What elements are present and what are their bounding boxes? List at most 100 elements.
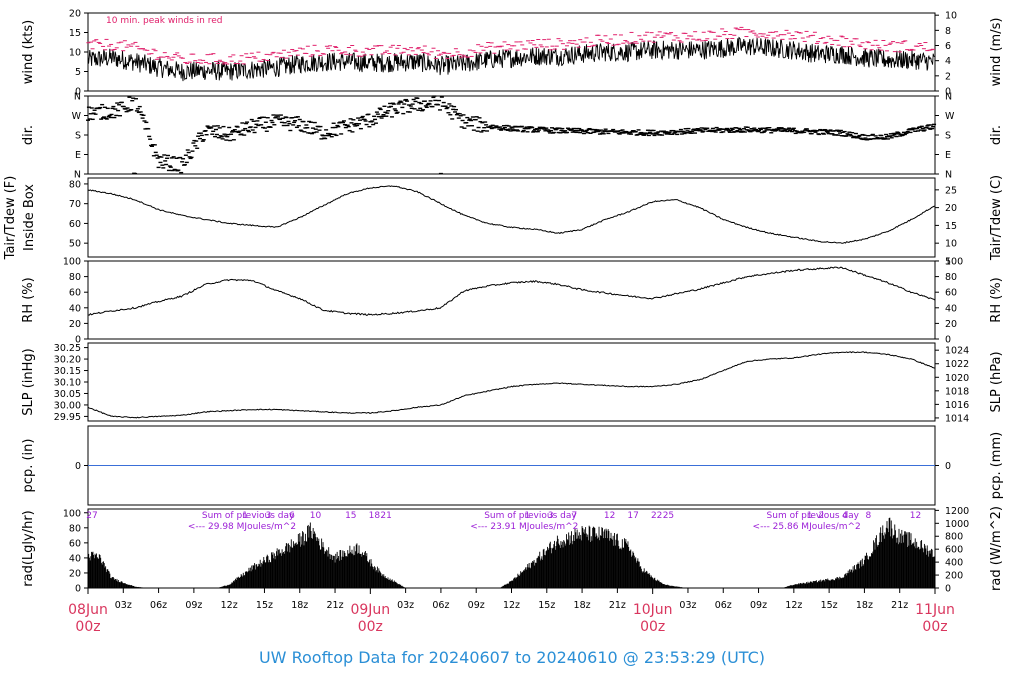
left-tick-label: 30.05 [54, 389, 81, 400]
radiation-hour-mark: 21 [380, 511, 391, 521]
time-tick-label: 09z [185, 600, 202, 611]
left-axis-label: pcp. (in) [21, 439, 36, 493]
right-axis-label: dir. [989, 125, 1004, 145]
time-tick-label: 15z [821, 600, 838, 611]
radiation-sum-value: <--- 29.98 MJoules/m^2 [188, 522, 296, 532]
right-tick-label: 60 [945, 288, 957, 299]
right-tick-label: 0 [945, 87, 951, 98]
peak-wind-annotation: 10 min. peak winds in red [106, 16, 223, 26]
radiation-hour-mark: 4 [842, 511, 848, 521]
radiation-hour-mark: 7 [571, 511, 577, 521]
date-time-label: 00z [922, 619, 947, 635]
right-tick-label: 200 [945, 571, 963, 582]
right-tick-label: 1000 [945, 519, 969, 530]
right-tick-label: 1200 [945, 506, 969, 517]
radiation-sum-label: Sum of previous day [202, 511, 295, 521]
left-tick-label: N [74, 92, 81, 103]
right-tick-label: 100 [945, 257, 963, 268]
left-axis-label-2: Inside Box [22, 184, 37, 251]
time-tick-label: 06z [150, 600, 167, 611]
right-tick-label: 1020 [945, 373, 969, 384]
time-tick-label: 18z [291, 600, 308, 611]
right-tick-label: 20 [945, 319, 957, 330]
left-tick-label: 60 [69, 219, 81, 230]
right-tick-label: 10 [945, 11, 957, 22]
left-tick-label: 0 [75, 335, 81, 346]
radiation-hour-mark: 25 [663, 511, 674, 521]
radiation-sum-value: <--- 25.86 MJoules/m^2 [753, 522, 861, 532]
temperature-line [87, 185, 936, 244]
right-tick-label: N [945, 92, 952, 103]
right-tick-label: 2 [945, 71, 951, 82]
radiation-hour-mark: 1 [242, 511, 248, 521]
left-tick-label: 20 [69, 319, 81, 330]
radiation-hour-mark: 12 [910, 511, 921, 521]
left-tick-label: 100 [63, 257, 81, 268]
radiation-hour-mark: 15 [345, 511, 356, 521]
date-label: 08Jun [68, 602, 108, 618]
time-tick-label: 12z [221, 600, 238, 611]
right-tick-label: 1022 [945, 359, 969, 370]
date-label: 09Jun [350, 602, 390, 618]
right-axis-label: pcp. (mm) [989, 432, 1004, 499]
date-time-label: 00z [358, 619, 383, 635]
right-tick-label: N [945, 170, 952, 181]
right-tick-label: 10 [945, 239, 957, 250]
panel-frame-2 [87, 177, 936, 258]
time-tick-label: 09z [750, 600, 767, 611]
left-tick-label: N [74, 170, 81, 181]
left-tick-label: 40 [69, 553, 81, 564]
time-tick-label: 18z [856, 600, 873, 611]
right-tick-label: 0 [945, 584, 951, 595]
wind-speed-line [87, 36, 935, 82]
left-tick-label: 80 [69, 523, 81, 534]
right-tick-label: 600 [945, 545, 963, 556]
left-tick-label: E [75, 150, 81, 161]
date-label: 10Jun [633, 602, 673, 618]
time-tick-label: 18z [574, 600, 591, 611]
right-tick-label: 1024 [945, 346, 969, 357]
left-tick-label: 29.95 [54, 412, 81, 423]
left-axis-label: dir. [21, 125, 36, 145]
left-axis-label: SLP (inHg) [21, 348, 36, 416]
radiation-hour-mark: 2 [818, 511, 824, 521]
right-axis-label: wind (m/s) [989, 18, 1004, 87]
left-axis-label: rad(Lgly/hr) [21, 510, 36, 586]
right-tick-label: 6 [945, 41, 951, 52]
left-tick-label: 60 [69, 538, 81, 549]
left-tick-label: S [75, 131, 81, 142]
right-tick-label: S [945, 131, 951, 142]
left-tick-label: 80 [69, 179, 81, 190]
radiation-hour-mark: 27 [86, 511, 97, 521]
figure-title: UW Rooftop Data for 20240607 to 20240610… [258, 648, 766, 667]
left-tick-label: 100 [63, 508, 81, 519]
radiation-hour-mark: 1 [524, 511, 530, 521]
time-tick-label: 15z [256, 600, 273, 611]
left-tick-label: 0 [75, 87, 81, 98]
right-tick-label: 400 [945, 558, 963, 569]
radiation-hour-mark: 8 [866, 511, 872, 521]
radiation-hour-mark: 12 [604, 511, 615, 521]
right-tick-label: 80 [945, 272, 957, 283]
radiation-hour-mark: 22 [651, 511, 662, 521]
date-time-label: 00z [75, 619, 100, 635]
left-tick-label: 30.20 [54, 355, 81, 366]
right-axis-label: rad (W/m^2) [989, 506, 1004, 591]
left-tick-label: W [72, 111, 82, 122]
left-tick-label: 20 [69, 9, 81, 20]
radiation-hour-mark: 1 [807, 511, 813, 521]
time-tick-label: 21z [609, 600, 626, 611]
left-tick-label: 50 [69, 239, 81, 250]
time-tick-label: 06z [432, 600, 449, 611]
left-tick-label: 20 [69, 568, 81, 579]
left-axis-label: wind (kts) [21, 20, 36, 84]
radiation-hour-mark: 18 [369, 511, 381, 521]
radiation-hour-mark: 3 [548, 511, 554, 521]
panel-frame-4 [87, 342, 936, 422]
right-tick-label: 20 [945, 203, 957, 214]
right-tick-label: 800 [945, 532, 963, 543]
right-tick-label: E [945, 150, 951, 161]
right-tick-label: 0 [945, 335, 951, 346]
panel-frame-3 [87, 260, 936, 340]
right-tick-label: 8 [945, 26, 951, 37]
